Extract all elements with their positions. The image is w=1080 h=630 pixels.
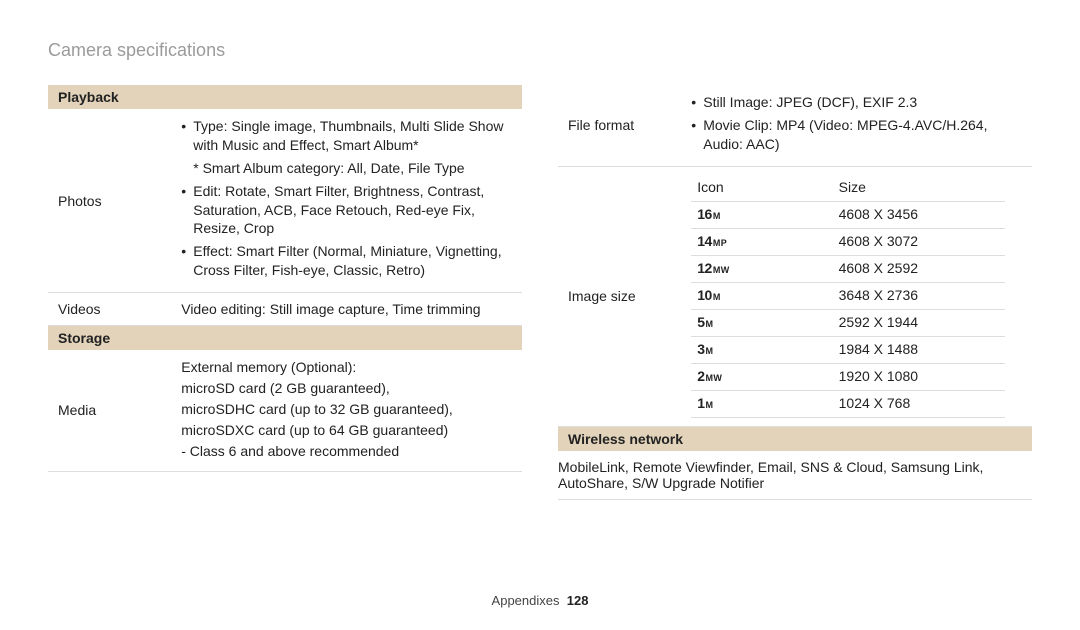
imgsize-row: 12MW 4608 X 2592 (691, 255, 1005, 282)
size-dim: 1920 X 1080 (833, 363, 1006, 390)
page: Camera specifications Playback Photos Ty… (0, 0, 1080, 630)
size-dim: 4608 X 3072 (833, 228, 1006, 255)
ff-bullet-1: Still Image: JPEG (DCF), EXIF 2.3 (691, 93, 1022, 112)
icon-unit: M (713, 292, 721, 302)
fileformat-table: File format Still Image: JPEG (DCF), EXI… (558, 85, 1032, 427)
page-title: Camera specifications (48, 40, 1032, 61)
row-videos: Videos Video editing: Still image captur… (48, 293, 522, 326)
file-format-label: File format (558, 85, 681, 166)
image-size-label: Image size (558, 166, 681, 426)
wireless-table: MobileLink, Remote Viewfinder, Email, SN… (558, 451, 1032, 500)
videos-value: Video editing: Still image capture, Time… (171, 293, 522, 326)
size-dim: 1984 X 1488 (833, 336, 1006, 363)
row-wireless: MobileLink, Remote Viewfinder, Email, SN… (558, 451, 1032, 500)
imgsize-row: 10M 3648 X 2736 (691, 282, 1005, 309)
section-header-playback: Playback (48, 85, 522, 109)
photos-label: Photos (48, 109, 171, 293)
content-columns: Playback Photos Type: Single image, Thum… (48, 85, 1032, 500)
media-value: External memory (Optional): microSD card… (171, 350, 522, 471)
imgsize-row: 3M 1984 X 1488 (691, 336, 1005, 363)
icon-num: 3 (697, 341, 704, 357)
videos-label: Videos (48, 293, 171, 326)
photos-bullet-1: Type: Single image, Thumbnails, Multi Sl… (181, 117, 512, 155)
ff-bullet-2: Movie Clip: MP4 (Video: MPEG-4.AVC/H.264… (691, 116, 1022, 154)
imgsize-header-row: Icon Size (691, 175, 1005, 202)
media-line-4: microSDXC card (up to 64 GB guaranteed) (181, 421, 512, 440)
photos-value: Type: Single image, Thumbnails, Multi Sl… (171, 109, 522, 293)
row-photos: Photos Type: Single image, Thumbnails, M… (48, 109, 522, 293)
image-size-value: Icon Size 16M 4608 X 3456 14MP (681, 166, 1032, 426)
icon-num: 16 (697, 206, 712, 222)
file-format-value: Still Image: JPEG (DCF), EXIF 2.3 Movie … (681, 85, 1032, 166)
section-header-storage: Storage (48, 326, 522, 350)
storage-table: Media External memory (Optional): microS… (48, 350, 522, 471)
icon-unit: MW (713, 265, 730, 275)
media-line-3: microSDHC card (up to 32 GB guaranteed), (181, 400, 512, 419)
wireless-value: MobileLink, Remote Viewfinder, Email, SN… (558, 451, 1032, 500)
icon-num: 10 (697, 287, 712, 303)
icon-cell: 16M (691, 201, 832, 228)
image-size-subtable: Icon Size 16M 4608 X 3456 14MP (691, 175, 1005, 418)
size-dim: 2592 X 1944 (833, 309, 1006, 336)
media-label: Media (48, 350, 171, 471)
playback-table: Photos Type: Single image, Thumbnails, M… (48, 109, 522, 326)
imgsize-row: 5M 2592 X 1944 (691, 309, 1005, 336)
imgsize-row: 14MP 4608 X 3072 (691, 228, 1005, 255)
photos-bullet-2: Edit: Rotate, Smart Filter, Brightness, … (181, 182, 512, 239)
row-media: Media External memory (Optional): microS… (48, 350, 522, 471)
row-file-format: File format Still Image: JPEG (DCF), EXI… (558, 85, 1032, 166)
page-footer: Appendixes 128 (0, 593, 1080, 608)
left-column: Playback Photos Type: Single image, Thum… (48, 85, 522, 500)
imgsize-row: 16M 4608 X 3456 (691, 201, 1005, 228)
imgsize-row: 2MW 1920 X 1080 (691, 363, 1005, 390)
icon-num: 2 (697, 368, 704, 384)
icon-num: 5 (697, 314, 704, 330)
media-line-5: - Class 6 and above recommended (181, 442, 512, 461)
icon-unit: MP (713, 238, 727, 248)
imgsize-row: 1M 1024 X 768 (691, 390, 1005, 417)
icon-num: 14 (697, 233, 712, 249)
size-dim: 3648 X 2736 (833, 282, 1006, 309)
icon-unit: M (706, 346, 714, 356)
media-line-1: External memory (Optional): (181, 358, 512, 377)
icon-unit: MW (706, 373, 723, 383)
footer-section: Appendixes (492, 593, 560, 608)
icon-unit: M (706, 319, 714, 329)
icon-num: 1 (697, 395, 704, 411)
size-dim: 4608 X 3456 (833, 201, 1006, 228)
section-header-wireless: Wireless network (558, 427, 1032, 451)
media-line-2: microSD card (2 GB guaranteed), (181, 379, 512, 398)
size-header: Size (833, 175, 1006, 202)
icon-header: Icon (691, 175, 832, 202)
photos-subnote: * Smart Album category: All, Date, File … (193, 159, 512, 178)
photos-bullet-3: Effect: Smart Filter (Normal, Miniature,… (181, 242, 512, 280)
right-column: File format Still Image: JPEG (DCF), EXI… (558, 85, 1032, 500)
footer-page-number: 128 (567, 593, 589, 608)
row-image-size: Image size Icon Size 16M 4608 X (558, 166, 1032, 426)
icon-num: 12 (697, 260, 712, 276)
icon-unit: M (706, 400, 714, 410)
size-dim: 4608 X 2592 (833, 255, 1006, 282)
icon-unit: M (713, 211, 721, 221)
size-dim: 1024 X 768 (833, 390, 1006, 417)
